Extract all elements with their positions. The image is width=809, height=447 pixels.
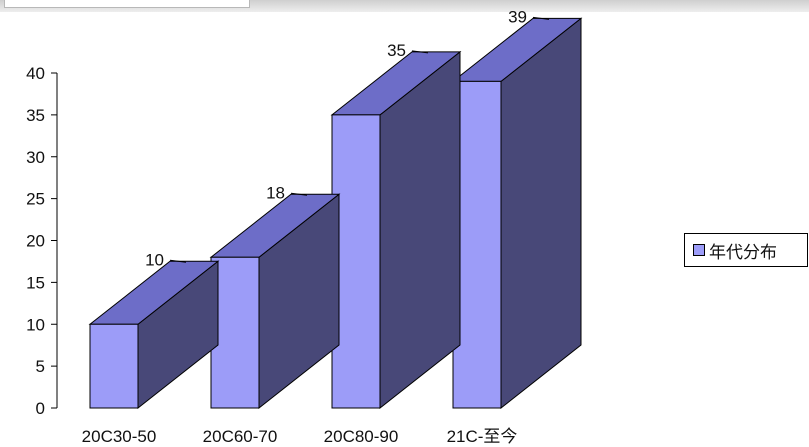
- bar: [88, 260, 220, 410]
- y-tick-label: 0: [36, 399, 45, 418]
- data-labels-group: 39 35 18 10: [145, 7, 550, 269]
- bar-front: [331, 114, 381, 409]
- bars-group: [88, 17, 583, 410]
- data-label-leader: [290, 192, 308, 196]
- category-labels-group: 21C-至今 20C80-90 20C60-70 20C30-50: [82, 427, 518, 446]
- y-tick-label: 25: [26, 190, 45, 209]
- y-tick-label: 40: [26, 64, 45, 83]
- category-label: 20C30-50: [82, 427, 157, 446]
- legend-label: 年代分布: [709, 242, 777, 262]
- y-tick-label: 20: [26, 232, 45, 251]
- y-tick-label: 35: [26, 106, 45, 125]
- bar: [209, 193, 341, 410]
- legend-swatch: [693, 244, 705, 256]
- y-axis: 0 5 10 15 20 25 30 35 40: [26, 64, 58, 418]
- data-label: 39: [508, 7, 527, 26]
- bar: [451, 17, 583, 410]
- top-box: [4, 0, 250, 8]
- y-tick-label: 15: [26, 273, 45, 292]
- category-label: 20C60-70: [203, 427, 278, 446]
- category-label: 20C80-90: [324, 427, 399, 446]
- bar-front: [89, 323, 139, 409]
- data-label: 10: [145, 250, 164, 269]
- data-label: 35: [387, 41, 406, 60]
- data-label-leader: [169, 259, 187, 263]
- data-label-leader: [532, 16, 550, 20]
- y-tick-label: 10: [26, 315, 45, 334]
- bar-side: [500, 17, 582, 410]
- bar: [330, 50, 462, 410]
- data-label: 18: [266, 183, 285, 202]
- data-label-leader: [411, 50, 429, 54]
- bar-front: [452, 80, 502, 409]
- y-tick-label: 5: [36, 357, 45, 376]
- category-label: 21C-至今: [447, 427, 518, 446]
- legend: 年代分布: [684, 233, 808, 267]
- y-tick-label: 30: [26, 148, 45, 167]
